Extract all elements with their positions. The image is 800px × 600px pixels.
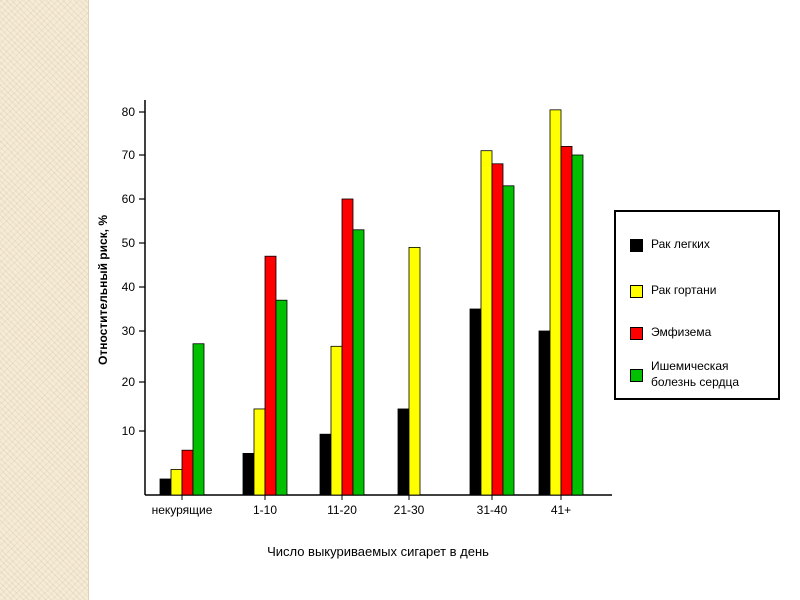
legend-label: Рак легких [651,237,710,251]
chart-labels: 10 20 30 40 50 60 70 80 Отностительный риск, % не… [96,105,571,559]
legend-item-larynx-cancer: Рак гортани [630,282,771,298]
bar-ischemic-heart-disease [192,343,205,496]
y-tick-label: 70 [122,148,136,162]
legend-swatch [630,327,643,340]
bar-emphysema [264,255,277,496]
legend-item-ischemic-heart-disease: Ишемическая болезнь сердца [630,358,771,390]
y-axis-label: Отностительный риск, % [96,215,110,365]
chart-legend: Рак легких Рак гортани Эмфизема Ишемичес… [614,210,780,400]
bar-larynx-cancer [408,246,421,496]
bar-larynx-cancer [170,468,183,496]
bar-larynx-cancer [253,408,266,496]
bar-lung-cancer [159,478,172,496]
y-tick-label: 30 [122,324,136,338]
bar-emphysema [181,449,194,496]
bar-larynx-cancer [549,109,562,496]
legend-swatch [630,239,643,252]
x-axis-label: Число выкуриваемых сигарет в день [267,544,489,559]
bar-lung-cancer [397,408,410,496]
x-tick-label: 11-20 [327,503,357,517]
bar-emphysema [560,145,573,496]
y-tick-label: 50 [122,236,136,250]
x-tick-label: 21-30 [394,503,425,517]
bar-emphysema [491,163,504,496]
bar-lung-cancer [319,433,332,496]
legend-label: Рак гортани [651,283,717,297]
y-tick-label: 60 [122,192,136,206]
y-tick-label: 80 [122,105,136,119]
bar-emphysema [341,198,354,496]
legend-swatch [630,285,643,298]
legend-item-emphysema: Эмфизема [630,324,771,340]
bar-lung-cancer [469,308,482,496]
legend-swatch [630,369,643,382]
x-tick-label: 1-10 [253,503,277,517]
bar-larynx-cancer [330,345,343,496]
bar-lung-cancer [242,452,255,496]
x-tick-label: некурящие [152,503,213,517]
x-tick-label: 41+ [551,503,571,517]
y-tick-label: 40 [122,280,136,294]
y-tick-label: 20 [122,375,136,389]
decorative-side-strip [0,0,89,600]
bar-larynx-cancer [480,150,493,496]
bar-ischemic-heart-disease [275,299,288,496]
bar-ischemic-heart-disease [502,185,515,496]
legend-label: Ишемическая болезнь сердца [651,359,740,389]
x-tick-label: 31-40 [477,503,508,517]
chart-bars [159,109,584,496]
chart-axes [139,100,612,500]
bar-ischemic-heart-disease [352,229,365,496]
y-tick-label: 10 [122,424,136,438]
bar-ischemic-heart-disease [571,154,584,496]
legend-item-lung-cancer: Рак легких [630,236,771,252]
bar-lung-cancer [538,330,551,496]
legend-label: Эмфизема [651,325,712,339]
